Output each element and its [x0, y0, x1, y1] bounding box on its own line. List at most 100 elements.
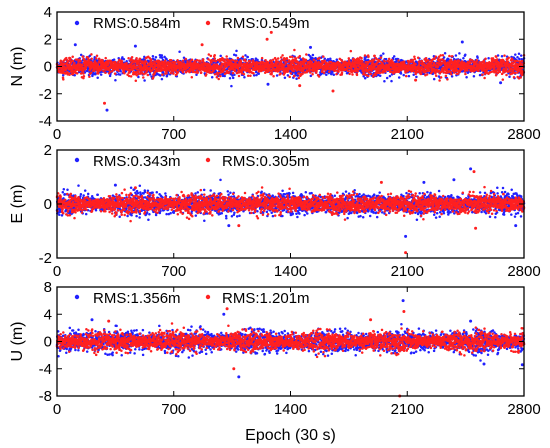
data-point: [75, 72, 79, 75]
data-point: [215, 75, 219, 79]
data-point: [65, 56, 68, 60]
data-point: [134, 79, 138, 83]
data-point: [399, 72, 403, 75]
data-point: [165, 72, 168, 75]
data-point: [347, 69, 350, 73]
data-point: [106, 61, 110, 65]
data-point: [363, 54, 367, 57]
data-point: [317, 75, 321, 78]
data-point: [402, 60, 406, 63]
data-point: [133, 63, 136, 66]
data-point: [61, 73, 65, 77]
data-point: [311, 53, 315, 57]
data-point: [266, 82, 270, 86]
data-point: [235, 49, 238, 53]
data-point: [231, 76, 235, 80]
data-point: [246, 55, 249, 59]
data-point: [145, 60, 148, 64]
data-point: [283, 76, 287, 80]
data-point: [392, 55, 396, 58]
data-point: [62, 78, 65, 81]
data-point: [292, 69, 296, 73]
data-point: [154, 56, 158, 59]
data-point: [432, 77, 436, 81]
data-point: [249, 74, 252, 78]
data-point: [82, 74, 86, 78]
data-point: [450, 75, 454, 78]
data-point: [332, 73, 336, 76]
data-point: [417, 60, 421, 63]
data-point: [298, 54, 302, 58]
data-point: [390, 58, 394, 62]
data-point: [466, 71, 470, 75]
data-point: [96, 72, 100, 75]
data-point: [517, 52, 521, 55]
data-point: [67, 60, 70, 63]
data-point: [219, 74, 222, 78]
data-point: [114, 78, 117, 82]
data-point: [199, 71, 203, 74]
data-point: [104, 71, 107, 74]
data-point: [305, 53, 308, 56]
data-point: [169, 71, 173, 75]
data-point: [419, 69, 423, 73]
data-point: [415, 75, 418, 79]
data-point: [73, 43, 77, 47]
data-point: [323, 59, 326, 63]
data-point: [442, 56, 446, 59]
data-point: [79, 60, 82, 63]
data-point: [309, 71, 312, 74]
data-point: [374, 73, 377, 77]
data-point: [272, 75, 275, 78]
data-point: [201, 58, 205, 61]
data-point: [413, 55, 416, 58]
data-point: [514, 53, 517, 56]
data-point: [117, 69, 120, 72]
data-point: [181, 70, 185, 74]
data-point: [88, 75, 91, 78]
data-point: [244, 54, 247, 57]
data-point: [95, 54, 99, 57]
data-point: [360, 60, 364, 63]
data-point: [243, 75, 246, 79]
data-point: [367, 55, 370, 59]
data-point: [419, 72, 423, 75]
data-point: [519, 54, 523, 57]
data-point: [462, 57, 465, 60]
data-point: [244, 59, 247, 63]
data-point: [219, 54, 222, 58]
data-point: [387, 57, 391, 61]
data-point: [196, 70, 199, 74]
data-point: [118, 73, 122, 76]
data-point: [276, 57, 280, 60]
data-point: [310, 60, 313, 64]
data-point: [160, 77, 164, 81]
data-point: [293, 74, 296, 77]
data-point: [174, 61, 177, 64]
data-point: [390, 79, 393, 83]
data-point: [476, 56, 479, 59]
data-point: [142, 76, 145, 79]
data-point: [214, 60, 218, 63]
data-point: [130, 56, 134, 59]
data-point: [454, 54, 458, 57]
data-point: [127, 57, 130, 60]
data-point: [96, 76, 99, 79]
data-point: [285, 57, 289, 60]
data-point: [347, 57, 351, 60]
data-point: [363, 76, 367, 80]
data-point: [152, 76, 155, 79]
data-point: [94, 72, 97, 75]
data-point: [186, 60, 189, 63]
data-point: [170, 59, 173, 62]
data-point: [168, 69, 171, 73]
data-point: [81, 69, 85, 73]
data-point: [500, 54, 504, 58]
data-point: [252, 72, 255, 75]
data-point: [284, 60, 288, 64]
data-point: [407, 74, 411, 78]
data-point: [212, 59, 215, 63]
data-point: [237, 74, 241, 78]
data-point: [190, 58, 194, 61]
